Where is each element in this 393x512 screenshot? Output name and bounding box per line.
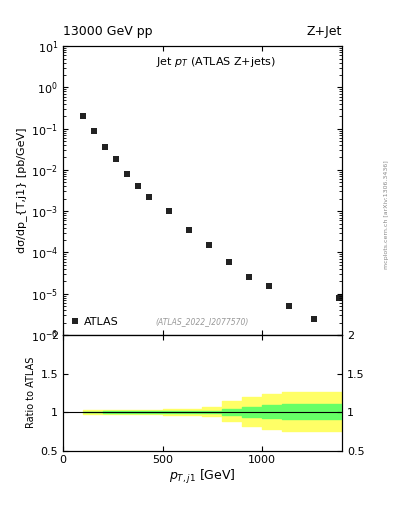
- ATLAS: [167, 208, 171, 214]
- ATLAS: [207, 242, 211, 248]
- ATLAS: [103, 144, 108, 151]
- Text: Jet $p_T$ (ATLAS Z+jets): Jet $p_T$ (ATLAS Z+jets): [156, 55, 276, 69]
- Y-axis label: dσ/dp_{T,j1} [pb/GeV]: dσ/dp_{T,j1} [pb/GeV]: [16, 128, 26, 253]
- ATLAS: [81, 113, 85, 119]
- Y-axis label: Ratio to ATLAS: Ratio to ATLAS: [26, 357, 36, 429]
- ATLAS: [286, 303, 291, 309]
- ATLAS: [311, 315, 316, 322]
- ATLAS: [187, 227, 191, 233]
- ATLAS: [226, 259, 231, 265]
- ATLAS: [147, 194, 152, 200]
- ATLAS: [336, 294, 341, 301]
- X-axis label: $p_{T,j1}$ [GeV]: $p_{T,j1}$ [GeV]: [169, 468, 236, 486]
- ATLAS: [92, 127, 97, 134]
- Legend: ATLAS: ATLAS: [67, 314, 122, 331]
- ATLAS: [246, 274, 251, 281]
- ATLAS: [266, 283, 271, 289]
- ATLAS: [136, 183, 141, 189]
- Line: ATLAS: ATLAS: [79, 113, 342, 322]
- Text: (ATLAS_2022_I2077570): (ATLAS_2022_I2077570): [156, 317, 249, 326]
- Text: Z+Jet: Z+Jet: [307, 26, 342, 38]
- Text: 13000 GeV pp: 13000 GeV pp: [63, 26, 152, 38]
- ATLAS: [114, 156, 119, 162]
- ATLAS: [125, 171, 130, 177]
- Text: mcplots.cern.ch [arXiv:1306.3436]: mcplots.cern.ch [arXiv:1306.3436]: [384, 161, 389, 269]
